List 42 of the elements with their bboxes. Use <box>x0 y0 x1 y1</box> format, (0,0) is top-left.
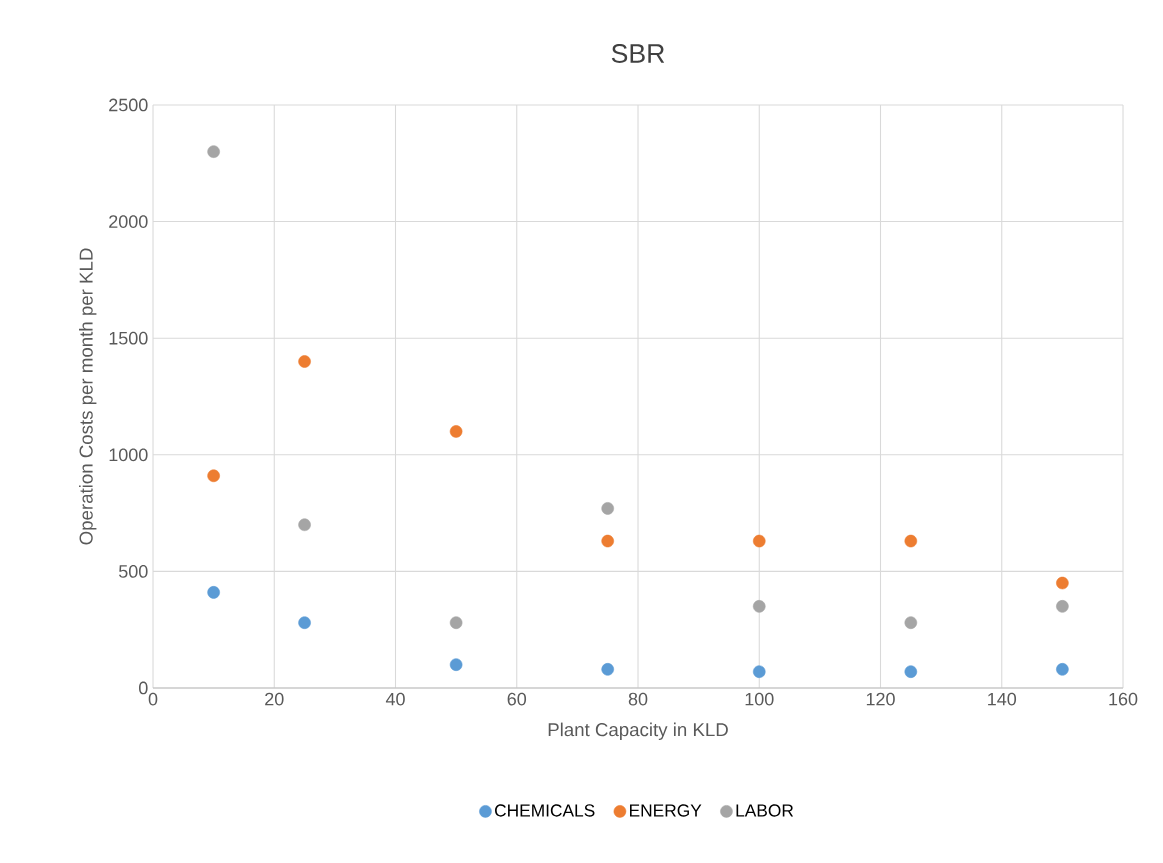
y-tick-label: 1500 <box>109 331 148 345</box>
point <box>601 534 614 548</box>
point <box>449 658 463 671</box>
point <box>1056 663 1069 676</box>
point <box>207 469 220 483</box>
legend-label: LABOR <box>736 804 794 817</box>
x-tick-label: 120 <box>866 692 895 706</box>
point <box>601 663 614 676</box>
point <box>207 145 220 158</box>
point <box>601 502 614 515</box>
point <box>298 355 311 368</box>
point <box>1056 600 1069 613</box>
point <box>449 425 463 438</box>
point <box>752 534 766 548</box>
y-axis-title: Operation Costs per month per KLD <box>79 248 97 545</box>
point <box>298 616 311 629</box>
y-tick-label: 1000 <box>109 448 148 462</box>
point <box>904 665 918 678</box>
point <box>298 518 311 532</box>
point <box>207 586 220 599</box>
x-tick-label: 100 <box>745 692 774 706</box>
x-tick-label: 160 <box>1109 692 1138 706</box>
point <box>752 665 766 678</box>
x-axis-title: Plant Capacity in KLD <box>548 722 728 740</box>
point <box>449 616 463 629</box>
y-tick-label: 500 <box>118 565 148 578</box>
y-tick-label: 0 <box>139 681 148 695</box>
chart-title: SBR <box>611 44 665 63</box>
legend-label: ENERGY <box>630 804 702 817</box>
x-tick-label: 60 <box>507 692 527 706</box>
point <box>752 600 766 613</box>
y-tick-label: 2500 <box>109 98 148 112</box>
legend-label: CHEMICALS <box>495 804 595 817</box>
x-tick-label: 140 <box>988 692 1017 706</box>
point <box>904 616 918 629</box>
y-tick-label: 2000 <box>109 215 148 228</box>
point <box>904 534 918 548</box>
point <box>1056 576 1069 590</box>
x-tick-label: 80 <box>628 692 648 706</box>
x-tick-label: 20 <box>265 692 284 706</box>
x-tick-label: 0 <box>148 692 158 706</box>
x-tick-label: 40 <box>385 692 405 706</box>
